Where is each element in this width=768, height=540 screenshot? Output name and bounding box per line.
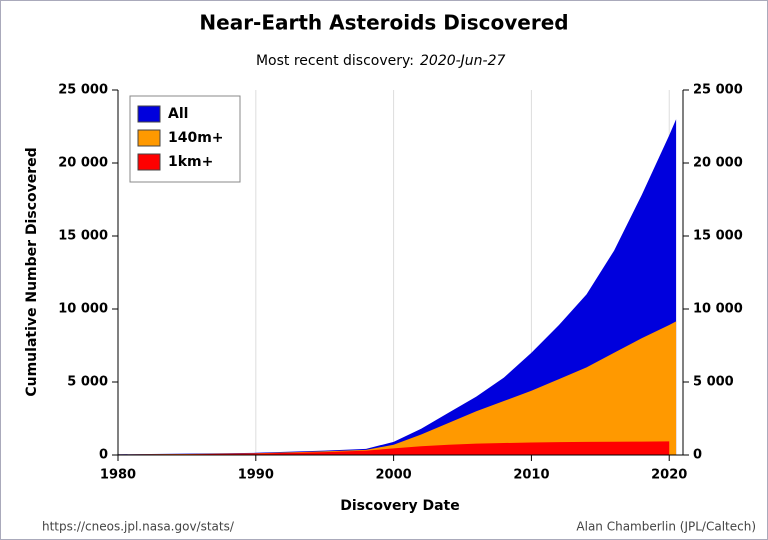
x-tick-label: 2010 — [513, 468, 549, 483]
source-left: https://cneos.jpl.nasa.gov/stats/ — [42, 520, 235, 534]
area — [118, 321, 677, 455]
area — [118, 119, 677, 455]
legend-label: 140m+ — [168, 130, 224, 146]
chart-subtitle-date: 2020-Jun-27 — [420, 53, 506, 69]
y2-tick-label: 25 000 — [693, 83, 743, 98]
legend-label: All — [168, 106, 188, 122]
chart-title: Near-Earth Asteroids Discovered — [199, 11, 568, 35]
y2-tick-label: 10 000 — [693, 302, 743, 317]
legend-swatch — [137, 129, 161, 147]
legend-label: 1km+ — [168, 154, 213, 170]
area — [118, 441, 670, 455]
y-tick-label: 25 000 — [58, 83, 108, 98]
y-axis-label: Cumulative Number Discovered — [24, 147, 40, 396]
y-tick-label: 20 000 — [58, 156, 108, 171]
y-tick-label: 10 000 — [58, 302, 108, 317]
x-tick-label: 1980 — [100, 468, 136, 483]
x-tick-label: 2020 — [651, 468, 687, 483]
y2-tick-label: 20 000 — [693, 156, 743, 171]
x-axis-label: Discovery Date — [340, 498, 459, 514]
source-right: Alan Chamberlin (JPL/Caltech) — [576, 520, 756, 534]
y2-tick-label: 15 000 — [693, 229, 743, 244]
y2-tick-label: 5 000 — [693, 375, 734, 390]
x-tick-label: 1990 — [238, 468, 274, 483]
y2-tick-label: 0 — [693, 448, 702, 463]
y-tick-label: 0 — [99, 448, 108, 463]
y-tick-label: 5 000 — [67, 375, 108, 390]
x-tick-label: 2000 — [376, 468, 412, 483]
y-tick-label: 15 000 — [58, 229, 108, 244]
legend-swatch — [137, 105, 161, 123]
chart-subtitle: Most recent discovery: — [256, 53, 414, 69]
legend-swatch — [137, 153, 161, 171]
